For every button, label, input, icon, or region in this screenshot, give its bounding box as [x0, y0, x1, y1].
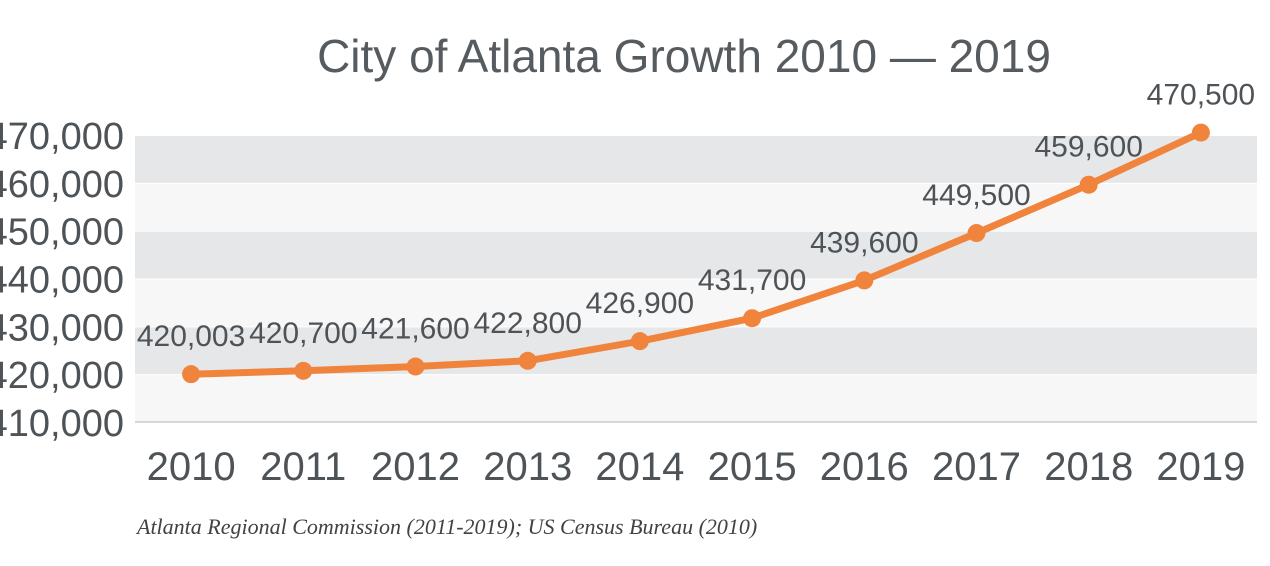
data-point	[406, 357, 425, 376]
series-line	[187, 129, 1205, 378]
y-tick-label: 420,000	[0, 355, 124, 397]
x-tick-label: 2010	[147, 445, 236, 489]
grid-band	[135, 374, 1257, 422]
y-tick-label: 430,000	[0, 307, 124, 349]
grid-band	[135, 326, 1257, 375]
x-tick-label: 2011	[260, 445, 346, 489]
data-point	[967, 224, 986, 243]
y-tick-label: 410,000	[0, 403, 124, 445]
chart-title: City of Atlanta Growth 2010 — 2019	[317, 30, 1051, 82]
data-point	[182, 365, 201, 384]
grid-band	[135, 230, 1257, 279]
data-label: 426,900	[586, 287, 694, 320]
data-point	[855, 271, 874, 290]
data-label: 449,500	[922, 179, 1030, 212]
data-point	[1079, 175, 1098, 194]
grid-band	[135, 278, 1257, 327]
x-tick-label: 2015	[708, 445, 797, 489]
data-label: 420,003	[137, 320, 245, 353]
data-point	[1191, 123, 1210, 142]
x-tick-label: 2019	[1156, 445, 1245, 489]
data-point	[294, 361, 313, 380]
data-point	[518, 351, 537, 370]
x-tick-label: 2014	[595, 445, 684, 489]
grid-bands	[135, 134, 1257, 423]
y-axis-ticks: 410,000 420,000 430,000 440,000 450,000 460,0…	[0, 116, 124, 445]
x-tick-label: 2012	[371, 445, 460, 489]
data-label: 421,600	[361, 313, 469, 346]
data-point	[743, 309, 762, 328]
source-note: Atlanta Regional Commission (2011-2019);…	[135, 514, 757, 539]
grid-band	[135, 135, 1257, 183]
data-label: 420,700	[249, 317, 357, 350]
data-label: 422,800	[473, 307, 581, 340]
data-label: 439,600	[810, 226, 918, 259]
data-labels: 420,003 420,700 421,600 422,800426,900431,7…	[137, 79, 1255, 354]
data-label: 431,700	[698, 264, 806, 297]
x-tick-label: 2017	[932, 445, 1021, 489]
y-tick-label: 470,000	[0, 116, 124, 158]
y-tick-label: 440,000	[0, 260, 124, 302]
x-tick-label: 2018	[1044, 445, 1133, 489]
population-series	[182, 123, 1210, 384]
x-tick-label: 2013	[483, 445, 572, 489]
data-label: 459,600	[1034, 131, 1142, 164]
x-tick-label: 2016	[820, 445, 909, 489]
y-tick-label: 450,000	[0, 212, 124, 254]
y-tick-label: 460,000	[0, 164, 124, 206]
x-axis-ticks: 2010 2011 2012 2013 2014 2015 2016 2017 2018 2019	[147, 445, 1246, 489]
data-point	[630, 332, 649, 351]
data-label: 470,500	[1147, 79, 1255, 112]
